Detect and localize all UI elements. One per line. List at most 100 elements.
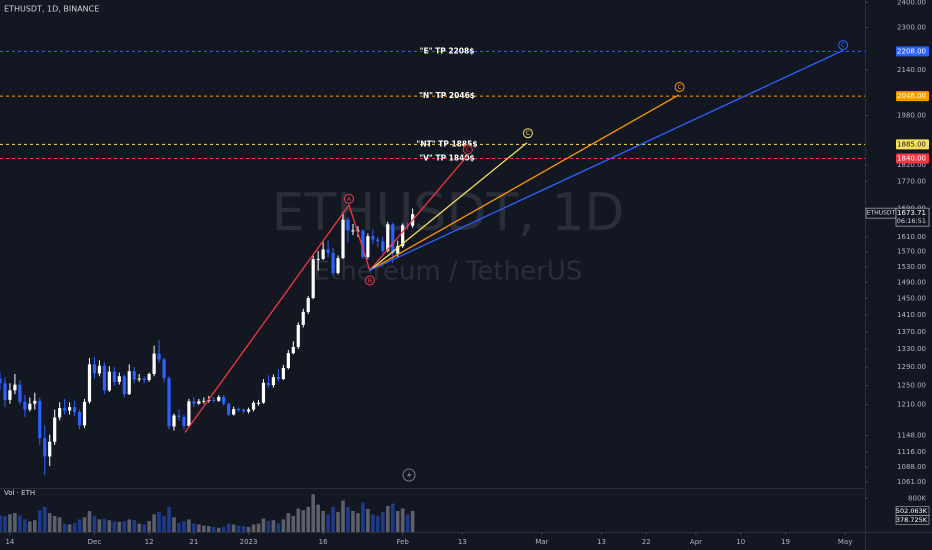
y-tick-label: 1061.00 bbox=[897, 478, 926, 486]
volume-bar bbox=[23, 519, 27, 532]
candle-body bbox=[77, 412, 82, 426]
y-tick-label: 1570.00 bbox=[897, 248, 926, 256]
candle-body bbox=[296, 324, 300, 347]
volume-tick-label: 800K bbox=[908, 494, 926, 502]
y-tick-label: 1770.00 bbox=[897, 177, 926, 185]
candle-body bbox=[92, 364, 97, 374]
volume-bar bbox=[152, 514, 156, 532]
candle-body bbox=[127, 371, 131, 395]
volume-bar bbox=[221, 526, 226, 532]
volume-bar bbox=[92, 516, 97, 532]
candle-body bbox=[137, 378, 141, 380]
y-tick-label: 1610.00 bbox=[897, 233, 926, 241]
x-tick-label: Mar bbox=[535, 538, 548, 546]
price-tag bbox=[896, 139, 929, 150]
candle-body bbox=[331, 252, 335, 274]
candle-body bbox=[177, 415, 181, 417]
candle-body bbox=[266, 382, 271, 386]
volume-bar bbox=[356, 513, 360, 532]
volume-bar bbox=[202, 525, 206, 532]
candle-body bbox=[232, 409, 236, 415]
candle-body bbox=[0, 378, 2, 384]
volume-bar bbox=[28, 521, 32, 532]
candle-body bbox=[222, 396, 226, 404]
candle-body bbox=[58, 408, 62, 418]
wave-label: A bbox=[347, 196, 352, 203]
candle-body bbox=[386, 224, 390, 251]
candle-body bbox=[271, 377, 276, 386]
candle-body bbox=[33, 400, 37, 404]
candle-body bbox=[53, 417, 57, 442]
candle-body bbox=[162, 359, 166, 379]
volume-bar bbox=[236, 525, 241, 532]
x-tick-label: 13 bbox=[458, 538, 467, 546]
candle-body bbox=[371, 236, 375, 240]
wave-label: C bbox=[466, 147, 470, 154]
volume-tag bbox=[895, 515, 930, 525]
volume-bar bbox=[177, 522, 181, 532]
volume-bar bbox=[18, 515, 22, 532]
volume-bar bbox=[211, 526, 216, 532]
volume-bar bbox=[206, 526, 211, 532]
volume-bar bbox=[37, 510, 42, 532]
candle-body bbox=[152, 353, 156, 374]
candle-body bbox=[326, 249, 330, 253]
candle-body bbox=[48, 441, 52, 457]
volume-bar bbox=[385, 505, 390, 532]
candle-body bbox=[122, 376, 126, 395]
wave-label-ring bbox=[674, 82, 685, 93]
volume-bar bbox=[13, 513, 17, 532]
volume-bar bbox=[122, 521, 127, 532]
volume-bar bbox=[107, 520, 112, 532]
candle-body bbox=[8, 390, 12, 400]
volume-bar bbox=[400, 508, 405, 532]
candle-body bbox=[18, 384, 22, 402]
wave-label: C bbox=[841, 42, 845, 49]
candle-body bbox=[102, 365, 106, 391]
y-tick-label: 1980.00 bbox=[897, 111, 926, 119]
y-tick-label: 1088.00 bbox=[897, 463, 926, 471]
volume-bar bbox=[316, 504, 320, 532]
x-tick-label: 19 bbox=[781, 538, 790, 546]
volume-bar bbox=[286, 513, 291, 532]
candle-body bbox=[246, 409, 251, 412]
symbol-tag-label: ETHUSDT bbox=[867, 210, 896, 217]
volume-bar bbox=[271, 520, 276, 532]
volume-bar bbox=[42, 506, 47, 532]
volume-bar bbox=[62, 523, 67, 532]
wave-line bbox=[184, 154, 469, 433]
x-tick-label: 14 bbox=[5, 538, 14, 546]
target-level-label: "NT" TP 1885$ bbox=[416, 139, 477, 148]
volume-bar bbox=[301, 510, 306, 532]
y-tick-label: 1450.00 bbox=[897, 294, 926, 302]
volume-tag-label: 378.725K bbox=[896, 516, 928, 524]
candle-body bbox=[147, 373, 151, 380]
volume-bar bbox=[306, 506, 311, 532]
candle-body bbox=[351, 230, 355, 232]
candle-body bbox=[311, 259, 315, 299]
volume-bar bbox=[172, 517, 176, 532]
candle-body bbox=[63, 408, 67, 411]
volume-bar bbox=[216, 527, 221, 532]
volume-bar bbox=[281, 519, 286, 532]
candle-body bbox=[82, 401, 87, 426]
volume-bar bbox=[112, 521, 117, 532]
volume-bar bbox=[380, 511, 385, 532]
volume-bar bbox=[321, 511, 325, 532]
y-tick-label: 1330.00 bbox=[897, 345, 926, 353]
x-tick-label: 12 bbox=[145, 538, 154, 546]
volume-bar bbox=[157, 511, 161, 532]
lightning-icon[interactable] bbox=[402, 468, 416, 482]
x-tick-label: 21 bbox=[189, 538, 198, 546]
volume-bar bbox=[336, 511, 340, 532]
volume-bar bbox=[261, 518, 266, 532]
candle-body bbox=[97, 365, 102, 374]
y-tick-label: 1210.00 bbox=[897, 401, 926, 409]
candle-body bbox=[321, 249, 325, 259]
volume-bar bbox=[3, 516, 7, 532]
volume-bar bbox=[276, 523, 281, 532]
icon-ring bbox=[402, 468, 416, 482]
candle-body bbox=[132, 371, 136, 380]
candle-body bbox=[197, 401, 201, 404]
volume-bar bbox=[47, 513, 52, 532]
